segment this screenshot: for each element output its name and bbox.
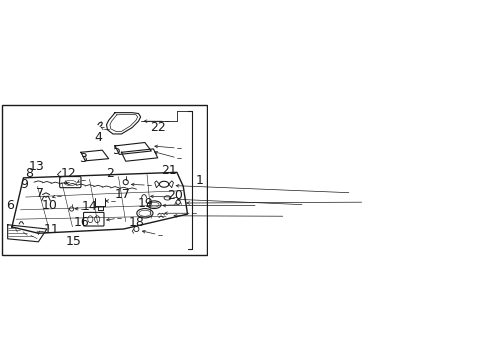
- Text: 19: 19: [138, 197, 153, 210]
- Text: 3: 3: [79, 152, 87, 165]
- Text: 20: 20: [167, 189, 183, 202]
- Text: 8: 8: [25, 167, 33, 180]
- Text: 15: 15: [66, 235, 82, 248]
- Text: 16: 16: [73, 216, 89, 229]
- Text: 5: 5: [112, 144, 121, 157]
- Text: 21: 21: [161, 164, 176, 177]
- Text: 2: 2: [106, 167, 114, 180]
- Text: 9: 9: [20, 178, 28, 191]
- Text: 18: 18: [128, 216, 144, 229]
- Text: 17: 17: [115, 188, 131, 201]
- Text: 12: 12: [61, 167, 77, 180]
- Text: 14: 14: [81, 199, 97, 213]
- Text: 6: 6: [6, 199, 14, 212]
- Text: 7: 7: [36, 187, 43, 200]
- Text: 4: 4: [94, 131, 102, 144]
- Text: 22: 22: [150, 121, 166, 134]
- Text: 1: 1: [196, 174, 203, 186]
- Text: 10: 10: [42, 199, 58, 212]
- Text: 13: 13: [28, 160, 44, 173]
- Text: 11: 11: [43, 223, 59, 237]
